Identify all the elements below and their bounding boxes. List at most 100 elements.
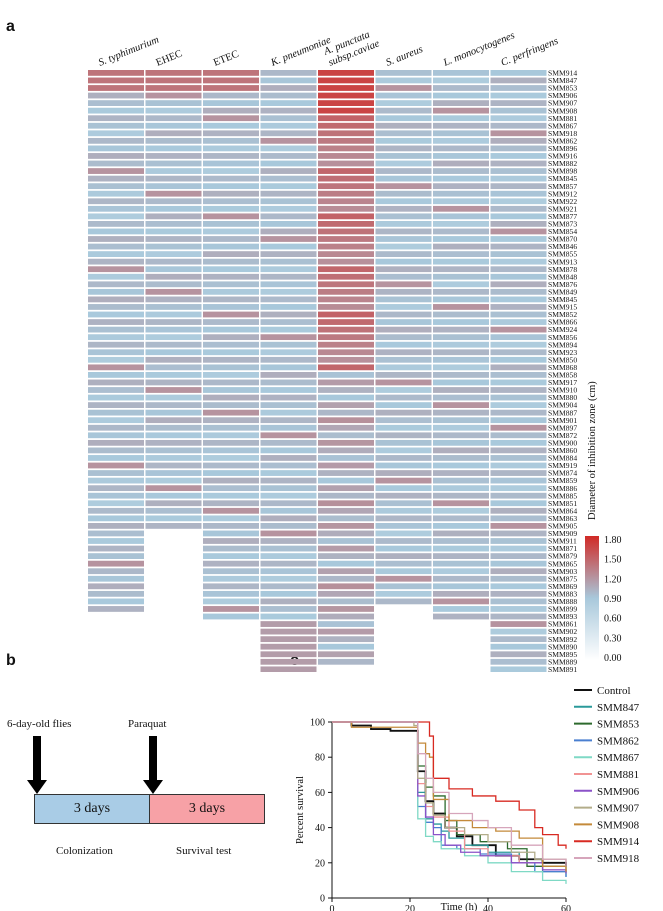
heatmap-cell <box>318 636 374 643</box>
heatmap-cell <box>433 387 489 393</box>
heatmap-cell <box>203 258 259 265</box>
heatmap-cell <box>433 70 489 76</box>
heatmap-cell <box>88 424 144 431</box>
row-label: SMM924 <box>548 325 577 334</box>
heatmap-cell <box>203 175 259 182</box>
heatmap-cell <box>433 205 489 212</box>
row-label: SMM868 <box>548 363 577 372</box>
heatmap-cell <box>433 492 489 499</box>
heatmap-cell <box>490 439 547 446</box>
heatmap-cell <box>375 281 432 288</box>
heatmap-cell <box>318 560 374 567</box>
heatmap-cell <box>88 379 144 386</box>
heatmap-cell <box>260 92 317 99</box>
heatmap-cell <box>88 417 144 424</box>
heatmap-cell <box>203 492 259 499</box>
heatmap-cell <box>433 92 489 99</box>
heatmap-cell <box>260 394 317 401</box>
heatmap-cell <box>318 341 374 348</box>
heatmap-cell <box>490 666 547 672</box>
colorbar-title: Diameter of inhibition zone (cm) <box>587 381 598 520</box>
heatmap-cell <box>145 70 202 76</box>
heatmap-cell <box>375 462 432 469</box>
heatmap-cell <box>318 304 374 310</box>
colorbar-tick: 1.50 <box>604 555 622 566</box>
heatmap-cell <box>88 228 144 235</box>
heatmap-cell <box>145 424 202 431</box>
heatmap-cell <box>318 394 374 401</box>
y-axis-label: Percent survival <box>295 776 306 844</box>
heatmap-cell <box>260 658 317 665</box>
heatmap-cell <box>433 613 489 620</box>
heatmap-cells <box>88 70 547 672</box>
heatmap-cell <box>318 334 374 341</box>
heatmap-cell <box>88 153 144 159</box>
heatmap-cell <box>318 364 374 371</box>
heatmap-cell <box>375 122 432 129</box>
heatmap-cell <box>203 115 259 122</box>
heatmap-cell <box>490 364 547 371</box>
heatmap-cell <box>203 349 259 356</box>
heatmap-cell <box>375 183 432 190</box>
heatmap-cell <box>433 266 489 273</box>
heatmap-cell <box>145 100 202 106</box>
heatmap-cell <box>88 198 144 205</box>
row-label: SMM902 <box>548 627 577 636</box>
heatmap-cell <box>490 507 547 514</box>
heatmap-cell <box>260 341 317 348</box>
heatmap-cell <box>145 168 202 174</box>
heatmap-cell <box>490 545 547 552</box>
row-label: SMM892 <box>548 635 577 644</box>
heatmap-cell <box>433 462 489 469</box>
heatmap-cell <box>260 568 317 575</box>
heatmap-cell <box>375 168 432 174</box>
heatmap-cell <box>145 288 202 295</box>
heatmap-cell <box>203 424 259 431</box>
heatmap-cell <box>203 500 259 507</box>
heatmap-cell <box>88 281 144 288</box>
heatmap-cell <box>260 538 317 544</box>
heatmap-cell <box>318 266 374 273</box>
heatmap-cell <box>433 183 489 190</box>
row-label: SMM870 <box>548 235 577 244</box>
heatmap-cell <box>260 500 317 507</box>
row-label: SMM918 <box>548 129 577 138</box>
heatmap-cell <box>318 432 374 439</box>
heatmap-cell <box>318 402 374 408</box>
heatmap-cell <box>260 621 317 627</box>
heatmap-cell <box>145 273 202 280</box>
heatmap-cell <box>318 288 374 295</box>
heatmap-cell <box>145 160 202 167</box>
heatmap-cell <box>145 402 202 408</box>
heatmap-cell <box>490 236 547 242</box>
heatmap-cell <box>88 364 144 371</box>
heatmap-cell <box>433 273 489 280</box>
heatmap-cell <box>88 590 144 597</box>
heatmap-cell <box>433 447 489 454</box>
row-label: SMM897 <box>548 423 577 432</box>
heatmap-cell <box>260 455 317 461</box>
heatmap-cell <box>318 122 374 129</box>
row-label: SMM903 <box>548 567 577 576</box>
row-label: SMM891 <box>548 665 577 672</box>
survival-period-box: 3 days <box>149 794 265 824</box>
heatmap-cell <box>260 273 317 280</box>
heatmap-cell <box>260 153 317 159</box>
legend-label: SMM881 <box>597 769 639 781</box>
heatmap-cell <box>375 258 432 265</box>
heatmap-cell <box>260 175 317 182</box>
survival-chart: 0 20 40 60 80 100 0 20 40 60 Time (h) Percent survi… <box>295 685 640 911</box>
heatmap-cell <box>490 613 547 620</box>
heatmap-cell <box>433 304 489 310</box>
heatmap-cell <box>490 658 547 665</box>
row-label: SMM881 <box>548 114 577 123</box>
heatmap-cell <box>490 583 547 590</box>
heatmap-cell <box>318 228 374 235</box>
heatmap-cell <box>260 243 317 250</box>
series-line-smm914 <box>332 721 567 849</box>
heatmap-cell <box>260 372 317 378</box>
heatmap-cell <box>375 221 432 227</box>
heatmap-cell <box>88 485 144 492</box>
heatmap-cell <box>203 266 259 273</box>
heatmap-cell <box>88 160 144 167</box>
